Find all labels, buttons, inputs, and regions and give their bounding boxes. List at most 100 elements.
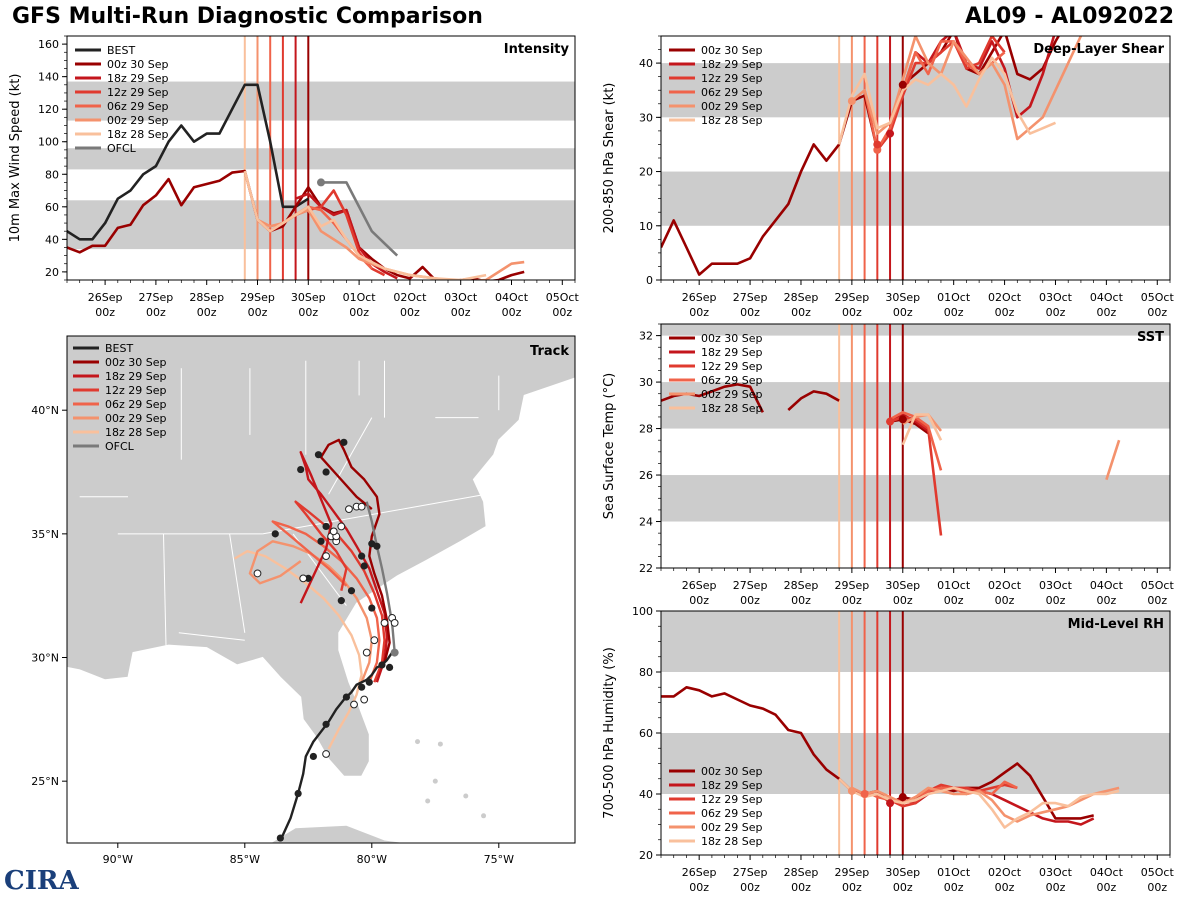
- x-tick-sublabel: 00z: [248, 306, 268, 319]
- x-tick-label: 29Sep: [240, 291, 275, 304]
- track-point-filled: [322, 468, 330, 476]
- legend-label: BEST: [107, 44, 135, 57]
- y-tick-label: 80: [45, 168, 59, 181]
- y-tick-label: 30°N: [31, 652, 59, 665]
- y-tick-label: 28: [639, 423, 653, 436]
- legend-label: 12z 29 Sep: [701, 793, 763, 806]
- shade-band: [67, 81, 575, 121]
- series-line-12z-29-sep: [876, 783, 1018, 808]
- x-tick-sublabel: 00z: [995, 306, 1015, 319]
- x-tick-sublabel: 00z: [842, 594, 862, 607]
- y-tick-label: 26: [639, 469, 653, 482]
- x-tick-sublabel: 00z: [740, 306, 760, 319]
- legend-label: 18z 29 Sep: [107, 72, 169, 85]
- x-tick-sublabel: 00z: [893, 306, 913, 319]
- track-point-filled: [322, 720, 330, 728]
- track-point-filled: [385, 663, 394, 672]
- legend-label: 06z 29 Sep: [105, 398, 167, 411]
- x-tick-sublabel: 00z: [1096, 881, 1116, 894]
- y-tick-label: 40: [639, 57, 653, 70]
- legend-label: OFCL: [105, 440, 135, 453]
- y-tick-label: 100: [38, 136, 59, 149]
- init-marker-00z-29-sep: [847, 786, 856, 795]
- series-line-12z-29-sep: [889, 415, 943, 536]
- y-tick-label: 40: [639, 788, 653, 801]
- x-tick-sublabel: 00z: [791, 306, 811, 319]
- init-marker-00z-29-sep: [847, 97, 856, 106]
- x-tick-sublabel: 00z: [995, 881, 1015, 894]
- y-tick-label: 30: [639, 111, 653, 124]
- series-line-best: [67, 83, 309, 241]
- panel-title: Intensity: [504, 42, 570, 57]
- x-tick-label: 04Oct: [1090, 579, 1124, 592]
- x-tick-sublabel: 00z: [552, 306, 572, 319]
- bahamas-island: [432, 778, 438, 784]
- series-line-00z-30-sep: [787, 390, 840, 411]
- track-point-open: [360, 695, 369, 704]
- x-tick-sublabel: 00z: [1096, 594, 1116, 607]
- y-tick-label: 40: [45, 233, 59, 246]
- state-border: [178, 632, 245, 641]
- state-border: [262, 493, 487, 535]
- shade-band: [661, 611, 1170, 672]
- track-point-open: [329, 527, 338, 536]
- x-tick-label: 03Oct: [1039, 291, 1073, 304]
- track-panel: 90°W 85°W 80°W 75°W 25°N 30°N 35°N 40°N Track BES…: [31, 335, 576, 866]
- x-tick-sublabel: 00z: [197, 306, 217, 319]
- sst-plot-area: [661, 324, 1170, 568]
- x-tick-label: 75°W: [484, 853, 514, 866]
- track-point-filled: [347, 587, 356, 595]
- track-point-filled: [358, 552, 366, 560]
- x-tick-sublabel: 00z: [349, 306, 369, 319]
- legend-label: 18z 29 Sep: [701, 346, 763, 359]
- track-point-open: [390, 618, 399, 627]
- x-tick-label: 90°W: [103, 853, 133, 866]
- track-point-open: [322, 552, 330, 561]
- series-line-12z-29-sep: [876, 36, 1006, 151]
- x-tick-label: 80°W: [357, 853, 387, 866]
- legend-label: 00z 30 Sep: [105, 356, 167, 369]
- y-tick-label: 20: [639, 849, 653, 862]
- x-tick-label: 28Sep: [784, 291, 819, 304]
- track-point-filled: [271, 530, 279, 538]
- x-tick-label: 05Oct: [1141, 866, 1175, 879]
- track-point-filled: [309, 752, 317, 761]
- y-tick-label: 160: [38, 38, 59, 51]
- track-line-best: [279, 651, 394, 841]
- x-tick-label: 05Oct: [1141, 579, 1175, 592]
- panel-title: SST: [1137, 330, 1164, 345]
- track-point-filled: [297, 465, 305, 474]
- series-line-00z-29-sep: [1105, 439, 1121, 481]
- series-line-ofcl: [321, 181, 399, 257]
- land-mass: [67, 336, 575, 777]
- x-tick-sublabel: 00z: [893, 594, 913, 607]
- x-tick-label: 26Sep: [682, 291, 717, 304]
- shear-plot-area: [661, 36, 1170, 280]
- y-tick-label: 30: [639, 376, 653, 389]
- y-tick-label: 80: [639, 666, 653, 679]
- state-border: [229, 533, 246, 633]
- intensity-panel: 20 40 60 80 100 120 140 160 26Sep 00z 27Sep 00z 28Se…: [8, 35, 580, 319]
- x-tick-sublabel: 00z: [944, 594, 964, 607]
- track-line-00z-30-sep: [319, 438, 391, 663]
- track-point-filled: [337, 597, 345, 605]
- y-axis-label: Sea Surface Temp (°C): [602, 373, 617, 520]
- y-tick-label: 60: [45, 201, 59, 214]
- track-point-filled: [340, 438, 348, 446]
- panel-title: Mid-Level RH: [1068, 617, 1164, 632]
- figure-title: GFS Multi-Run Diagnostic Comparison: [12, 4, 483, 29]
- x-tick-label: 05Oct: [546, 291, 580, 304]
- track-line-06z-29-sep: [271, 520, 381, 683]
- x-tick-label: 29Sep: [835, 866, 870, 879]
- init-marker-00z-30-sep: [898, 793, 907, 802]
- track-frame: [66, 335, 576, 844]
- shade-band: [661, 171, 1170, 226]
- y-tick-label: 25°N: [31, 775, 59, 788]
- y-tick-label: 32: [639, 330, 653, 343]
- series-line-18z-29-sep: [295, 192, 398, 280]
- init-marker-12z-29-sep: [873, 140, 882, 149]
- track-point-filled: [365, 678, 373, 686]
- track-point-open: [357, 502, 366, 511]
- x-tick-label: 28Sep: [784, 579, 819, 592]
